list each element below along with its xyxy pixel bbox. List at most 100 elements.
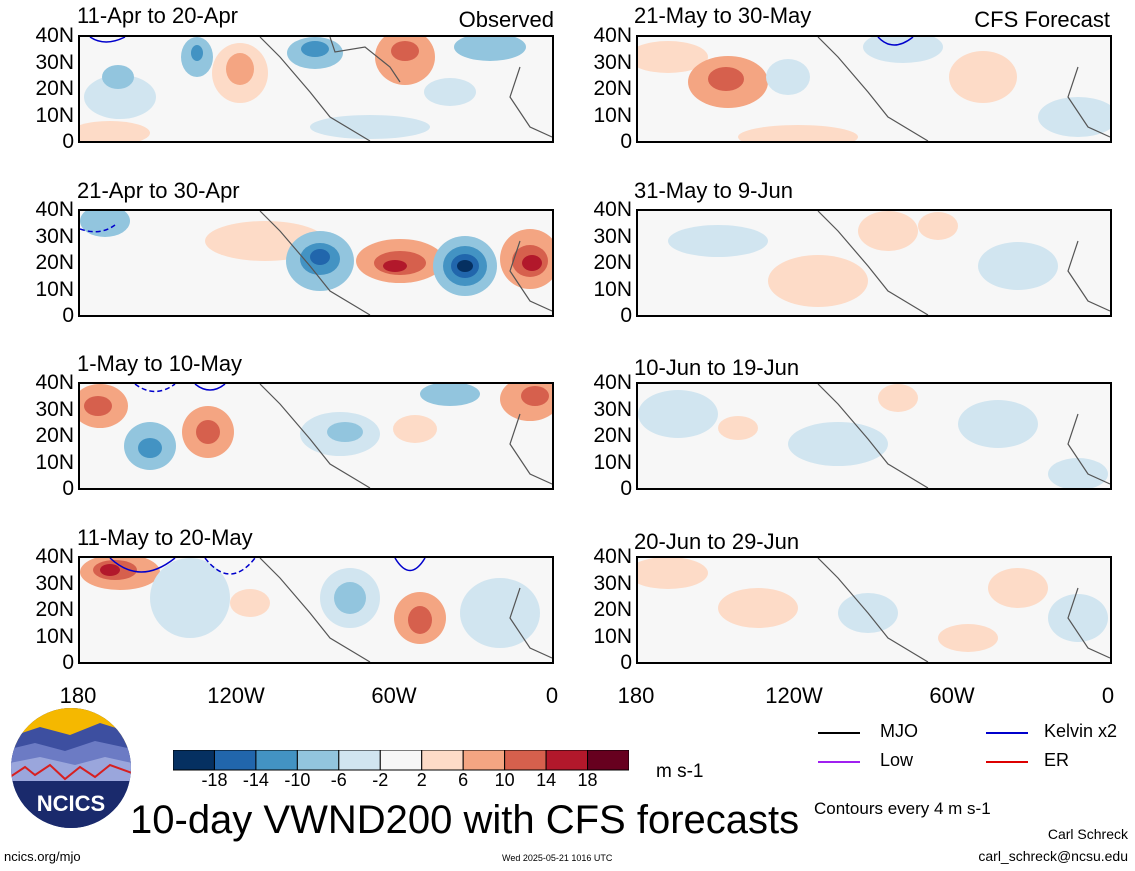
colorbar-swatch <box>421 750 464 771</box>
colorbar-tick-label: 18 <box>577 770 598 790</box>
lat-label: 30N <box>35 50 74 74</box>
colorbar <box>173 750 629 771</box>
panel-title-obs-4: 11-May to 20-May <box>77 525 253 550</box>
panel-title-fc-4: 20-Jun to 29-Jun <box>634 529 800 554</box>
legend-mjo-label: MJO <box>880 721 918 741</box>
map-fc-3 <box>636 382 1112 490</box>
lat-label: 20N <box>593 424 632 447</box>
lon-label-60w-right: 60W <box>929 683 975 708</box>
lat-label: 0 <box>620 651 632 674</box>
lat-label: 0 <box>62 477 74 500</box>
lon-label-0-left: 0 <box>545 683 559 708</box>
legend-low-line <box>818 761 860 763</box>
lat-label: 30N <box>593 397 632 421</box>
lon-label-180-right: 180 <box>617 683 655 708</box>
logo-text: NCICS <box>37 791 105 816</box>
colorbar-tick-label: -6 <box>330 770 347 790</box>
lat-label: 0 <box>620 130 632 153</box>
colorbar-swatch <box>545 750 589 771</box>
legend-er-label: ER <box>1044 750 1070 770</box>
lon-label-180-left: 180 <box>59 683 97 708</box>
lat-label: 10N <box>593 103 632 127</box>
lon-label-60w-left: 60W <box>371 683 417 708</box>
legend-er-line <box>986 761 1028 763</box>
lat-label: 10N <box>593 624 632 648</box>
legend-low-label: Low <box>880 750 914 770</box>
colorbar-tick-label: 10 <box>494 770 515 790</box>
lat-label: 40N <box>35 198 74 221</box>
timestamp: Wed 2025-05-21 1016 UTC <box>502 853 613 863</box>
lat-label: 10N <box>35 624 74 648</box>
map-obs-1 <box>78 35 554 143</box>
lat-label: 40N <box>35 371 74 394</box>
lat-label: 0 <box>620 304 632 327</box>
lat-label: 10N <box>593 450 632 474</box>
map-fc-2 <box>636 209 1112 317</box>
lat-label: 40N <box>593 545 632 568</box>
lat-label: 40N <box>593 24 632 47</box>
legend-kelvin-label: Kelvin x2 <box>1044 721 1118 741</box>
lat-label: 40N <box>35 545 74 568</box>
lat-label: 0 <box>620 477 632 500</box>
lat-label: 0 <box>62 130 74 153</box>
colorbar-swatch <box>587 750 629 771</box>
lat-label: 40N <box>593 198 632 221</box>
lat-label: 30N <box>35 397 74 421</box>
panel-title-obs-3: 1-May to 10-May <box>77 351 243 376</box>
lat-label: 10N <box>593 277 632 301</box>
lat-label: 20N <box>35 251 74 274</box>
lat-label: 30N <box>35 224 74 248</box>
lon-label-120w-left: 120W <box>207 683 265 708</box>
colorbar-swatch <box>338 750 381 771</box>
lat-label: 30N <box>593 50 632 74</box>
colorbar-tick-label: -2 <box>372 770 389 790</box>
lat-label: 40N <box>35 24 74 47</box>
colorbar-swatch <box>504 750 547 771</box>
map-fc-1 <box>636 35 1112 143</box>
lat-label: 0 <box>62 304 74 327</box>
colorbar-tick-label: -14 <box>242 770 269 790</box>
panel-title-fc-3: 10-Jun to 19-Jun <box>634 355 800 380</box>
colorbar-swatch <box>255 750 298 771</box>
forecast-tag: CFS Forecast <box>974 7 1110 32</box>
legend-kelvin-line <box>986 732 1028 734</box>
contour-note: Contours every 4 m s-1 <box>814 799 991 818</box>
panel-title-fc-2: 31-May to 9-Jun <box>634 178 793 203</box>
colorbar-tick-label: 2 <box>416 770 427 790</box>
colorbar-swatch <box>379 750 423 771</box>
colorbar-tick-label: 6 <box>458 770 469 790</box>
lat-label: 10N <box>35 450 74 474</box>
author-email[interactable]: carl_schreck@ncsu.edu <box>978 848 1128 864</box>
lat-label: 20N <box>35 424 74 447</box>
lon-label-0-right: 0 <box>1101 683 1115 708</box>
lat-label: 30N <box>593 224 632 248</box>
figure-title: 10-day VWND200 with CFS forecasts <box>130 798 800 842</box>
lat-label: 10N <box>35 103 74 127</box>
lat-label: 40N <box>593 371 632 394</box>
colorbar-tick-label: -10 <box>284 770 311 790</box>
map-fc-4 <box>636 556 1112 664</box>
map-obs-4 <box>78 556 554 664</box>
lat-label: 30N <box>35 571 74 595</box>
lat-label: 20N <box>35 77 74 100</box>
panel-title-obs-1: 11-Apr to 20-Apr <box>77 3 239 28</box>
site-url[interactable]: ncics.org/mjo <box>4 849 81 864</box>
unit-label: m s-1 <box>656 761 704 782</box>
lat-label: 30N <box>593 571 632 595</box>
colorbar-swatch <box>173 750 215 771</box>
colorbar-swatch <box>296 750 340 771</box>
map-obs-3 <box>78 382 554 490</box>
lat-label: 20N <box>593 251 632 274</box>
author-name: Carl Schreck <box>1047 826 1128 842</box>
lat-label: 0 <box>62 651 74 674</box>
lat-label: 20N <box>593 598 632 621</box>
observed-tag: Observed <box>458 7 554 32</box>
colorbar-swatch <box>462 750 506 771</box>
lat-label: 10N <box>35 277 74 301</box>
colorbar-tick-label: -18 <box>201 770 228 790</box>
colorbar-swatch <box>213 750 257 771</box>
map-obs-2 <box>78 209 554 317</box>
panel-title-obs-2: 21-Apr to 30-Apr <box>77 178 240 203</box>
legend-mjo-line <box>818 732 860 734</box>
lon-label-120w-right: 120W <box>765 683 823 708</box>
